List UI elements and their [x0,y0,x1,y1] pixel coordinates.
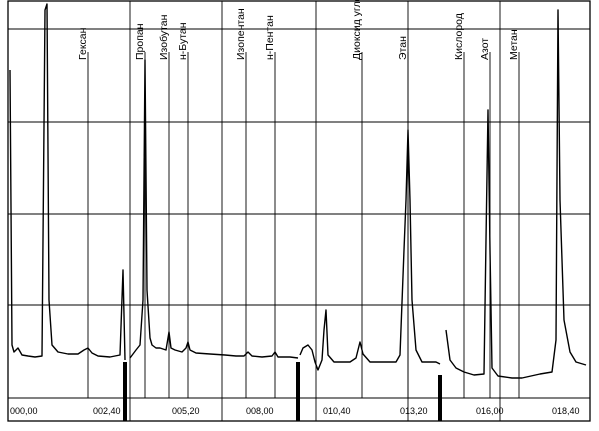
peak-label: н-Бутан [177,22,189,60]
peak-label: Изобутан [158,14,170,60]
vertical-grid [7,1,501,421]
peak-label: Азот [479,38,491,60]
x-tick-label: 016,00 [476,406,504,416]
peak-label: Изопентан [235,8,247,60]
x-tick-label: 005,20 [172,406,200,416]
peak-label: н-Пентан [264,15,276,60]
peak-labels: Гексан Пропан Изобутан н-Бутан Изопентан н-Пе… [77,0,520,398]
peak-label: Метан [508,29,520,60]
x-tick-label: 000,00 [10,406,38,416]
peak-label: Гексан [77,27,89,60]
x-tick-label: 010,40 [323,406,351,416]
peak-label: Кислород [453,13,465,60]
peak-label: Этан [397,36,409,60]
signal-trace [9,3,587,379]
x-tick-label: 002,40 [93,406,121,416]
x-tick-label: 018,40 [552,406,580,416]
peak-label: Пропан [134,23,146,60]
x-tick-label: 008,00 [246,406,274,416]
horizontal-grid [8,28,590,399]
plot-frame [7,0,591,422]
peak-label: Диоксид углерода [351,0,363,60]
x-tick-label: 013,20 [400,406,428,416]
time-axis-markers [123,362,442,421]
time-tick-labels: 000,00 002,40 005,20 008,00 010,40 013,20 016,… [10,406,580,416]
